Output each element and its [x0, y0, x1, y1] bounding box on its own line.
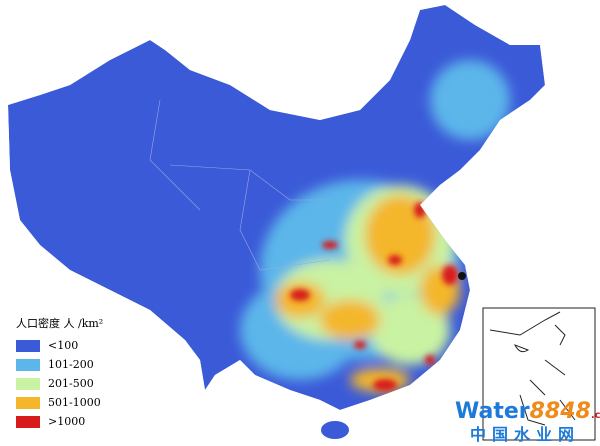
legend-label: >1000	[48, 415, 85, 428]
inset-map	[482, 307, 596, 441]
density-patches	[240, 60, 510, 392]
legend-label: 201-500	[48, 377, 94, 390]
legend-title: 人口密度 人 /km²	[16, 316, 103, 330]
legend-label: 101-200	[48, 358, 94, 371]
watermark-part: 8848	[530, 399, 591, 424]
legend-swatch	[16, 340, 40, 352]
legend-label: 501-1000	[48, 396, 101, 409]
watermark-part: Water	[455, 399, 530, 424]
inset-frame	[482, 307, 596, 441]
legend-label: <100	[48, 339, 78, 352]
hainan	[321, 421, 349, 439]
legend-swatch	[16, 416, 40, 428]
province-borders	[149, 99, 331, 271]
legend-swatch	[16, 359, 40, 371]
watermark-part: .com	[591, 410, 600, 421]
dense-spots	[290, 202, 458, 391]
legend-swatch	[16, 378, 40, 390]
watermark-subtitle: 中国水业网	[470, 425, 580, 444]
legend-swatch	[16, 397, 40, 409]
watermark: Water8848.com	[455, 399, 600, 424]
inset-outline	[489, 311, 576, 426]
shanghai-spot	[458, 272, 466, 280]
legend: 人口密度 人 /km² <100 101-200 201-500 501-1000 >1…	[16, 316, 103, 428]
china-map	[8, 5, 545, 410]
